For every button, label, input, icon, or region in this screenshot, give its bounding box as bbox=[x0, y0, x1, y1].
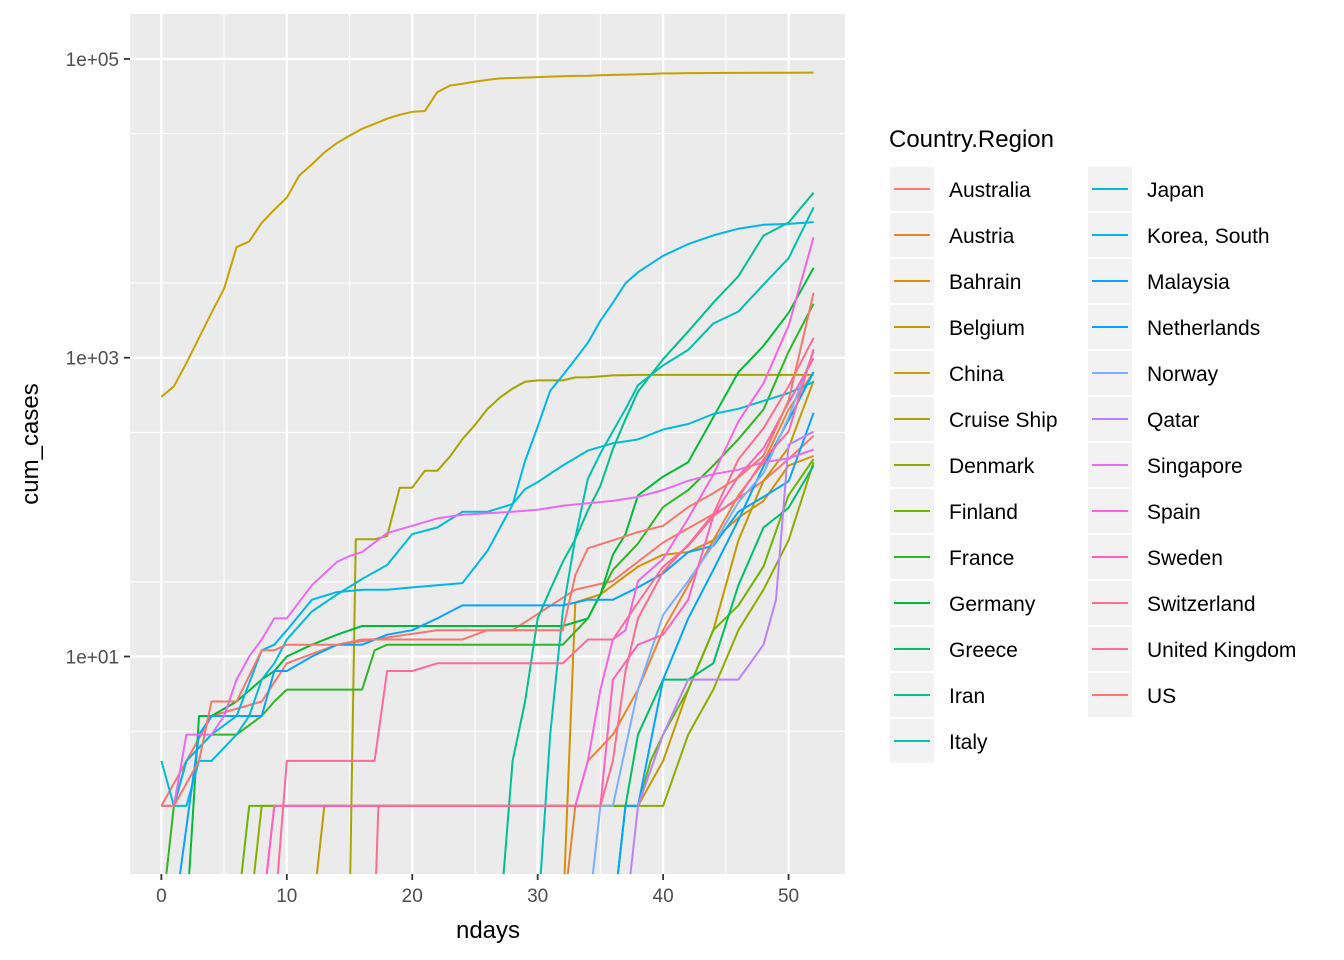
x-tick-label: 30 bbox=[527, 886, 548, 907]
legend-item-singapore: Singapore bbox=[1088, 443, 1243, 487]
x-tick-label: 40 bbox=[653, 886, 674, 907]
legend-label: Germany bbox=[949, 593, 1036, 616]
legend-label: Iran bbox=[949, 685, 985, 708]
legend-item-china: China bbox=[890, 351, 1004, 395]
legend-item-australia: Australia bbox=[890, 167, 1031, 211]
legend-item-germany: Germany bbox=[890, 581, 1036, 625]
legend: Country.Region Australia Austria Bahrain Be… bbox=[889, 126, 1296, 763]
legend-label: Sweden bbox=[1147, 547, 1223, 570]
legend-label: Qatar bbox=[1147, 409, 1200, 432]
legend-item-korea-south: Korea, South bbox=[1088, 213, 1270, 257]
series-line-singapore bbox=[161, 448, 814, 807]
series-line-australia bbox=[160, 435, 815, 807]
x-axis-title: ndays bbox=[456, 917, 520, 944]
legend-label: Greece bbox=[949, 639, 1018, 662]
legend-item-norway: Norway bbox=[1088, 351, 1219, 395]
x-tick-label: 10 bbox=[276, 886, 297, 907]
legend-label: Italy bbox=[949, 731, 988, 754]
legend-label: Cruise Ship bbox=[949, 409, 1058, 432]
series-line-italy bbox=[539, 206, 815, 874]
series-line-norway bbox=[591, 351, 815, 874]
y-axis-title: cum_cases bbox=[17, 383, 44, 504]
legend-label: Finland bbox=[949, 501, 1018, 524]
legend-item-france: France bbox=[890, 535, 1014, 579]
x-axis: 0 10 20 30 40 50 bbox=[156, 874, 799, 907]
legend-item-austria: Austria bbox=[890, 213, 1015, 257]
legend-label: United Kingdom bbox=[1147, 639, 1296, 662]
legend-item-united-kingdom: United Kingdom bbox=[1088, 627, 1296, 671]
legend-label: Austria bbox=[949, 225, 1015, 248]
series-line-qatar bbox=[629, 430, 815, 874]
legend-item-sweden: Sweden bbox=[1088, 535, 1223, 579]
legend-label: Singapore bbox=[1147, 455, 1243, 478]
legend-item-us: US bbox=[1088, 673, 1176, 717]
series-line-korea-south bbox=[161, 221, 814, 807]
series-line-japan bbox=[160, 380, 815, 807]
legend-item-iran: Iran bbox=[890, 673, 985, 717]
legend-item-malaysia: Malaysia bbox=[1088, 259, 1230, 303]
legend-item-spain: Spain bbox=[1088, 489, 1201, 533]
series-lines bbox=[160, 71, 815, 874]
legend-label: Belgium bbox=[949, 317, 1025, 340]
legend-item-greece: Greece bbox=[890, 627, 1018, 671]
legend-item-bahrain: Bahrain bbox=[890, 259, 1021, 303]
y-axis: 1e+01 1e+03 1e+05 bbox=[66, 50, 130, 669]
legend-keys: Australia Austria Bahrain Belgium China Cruis… bbox=[890, 167, 1296, 763]
legend-label: Switzerland bbox=[1147, 593, 1256, 616]
legend-label: Malaysia bbox=[1147, 271, 1230, 294]
y-tick-label: 1e+05 bbox=[66, 50, 119, 71]
x-tick-label: 20 bbox=[402, 886, 423, 907]
series-line-denmark bbox=[253, 461, 815, 874]
series-line-finland bbox=[240, 458, 815, 874]
legend-label: Japan bbox=[1147, 179, 1204, 202]
series-line-france bbox=[165, 303, 815, 874]
legend-label: Spain bbox=[1147, 501, 1201, 524]
legend-item-italy: Italy bbox=[890, 719, 988, 763]
series-line-united-kingdom bbox=[276, 348, 815, 874]
series-line-switzerland bbox=[375, 337, 815, 874]
legend-label: China bbox=[949, 363, 1004, 386]
legend-item-switzerland: Switzerland bbox=[1088, 581, 1256, 625]
y-tick-label: 1e+01 bbox=[66, 648, 119, 669]
series-line-china bbox=[160, 71, 814, 398]
legend-item-japan: Japan bbox=[1088, 167, 1204, 211]
series-line-sweden bbox=[265, 357, 815, 874]
legend-item-finland: Finland bbox=[890, 489, 1018, 533]
legend-title: Country.Region bbox=[889, 126, 1054, 153]
legend-item-netherlands: Netherlands bbox=[1088, 305, 1260, 349]
legend-item-denmark: Denmark bbox=[890, 443, 1035, 487]
legend-label: Korea, South bbox=[1147, 225, 1270, 248]
legend-label: Denmark bbox=[949, 455, 1035, 478]
plot-panel bbox=[130, 14, 845, 874]
series-line-iran bbox=[502, 192, 815, 874]
legend-item-qatar: Qatar bbox=[1088, 397, 1200, 441]
legend-label: US bbox=[1147, 685, 1176, 708]
legend-label: France bbox=[949, 547, 1014, 570]
x-tick-label: 0 bbox=[156, 886, 167, 907]
legend-label: Netherlands bbox=[1147, 317, 1260, 340]
legend-label: Australia bbox=[949, 179, 1031, 202]
series-line-us bbox=[161, 292, 815, 807]
legend-label: Bahrain bbox=[949, 271, 1021, 294]
series-line-malaysia bbox=[179, 412, 815, 874]
y-tick-label: 1e+03 bbox=[66, 349, 119, 370]
legend-item-cruise-ship: Cruise Ship bbox=[890, 397, 1058, 441]
panel-background bbox=[130, 14, 845, 874]
legend-item-belgium: Belgium bbox=[890, 305, 1025, 349]
series-line-cruise-ship bbox=[349, 373, 814, 874]
legend-label: Norway bbox=[1147, 363, 1219, 386]
x-tick-label: 50 bbox=[778, 886, 799, 907]
